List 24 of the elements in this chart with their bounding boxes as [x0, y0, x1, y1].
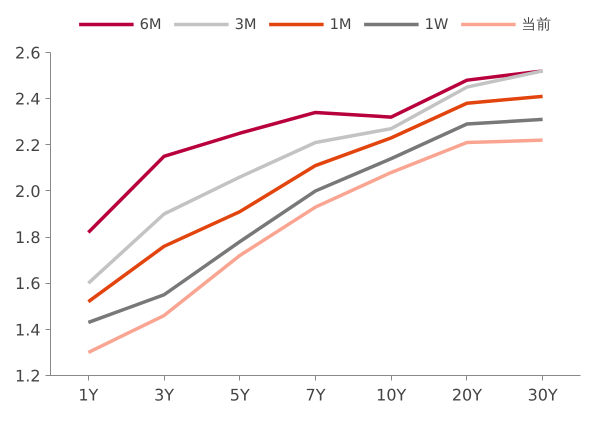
x-tick-label: 1Y: [78, 386, 99, 404]
y-tick-label: 1.2: [15, 366, 41, 386]
y-tick-label: 2.0: [15, 182, 41, 201]
x-tick-label: 30Y: [528, 386, 558, 404]
x-tick-label: 3Y: [154, 386, 174, 404]
y-tick-label: 2.4: [15, 90, 41, 109]
legend-label: 6M: [140, 16, 162, 32]
legend-label: 当前: [521, 14, 552, 34]
legend-label: 3M: [234, 16, 257, 32]
y-tick-label: 1.6: [15, 274, 41, 294]
y-tick-label: 1.8: [15, 228, 41, 248]
line-series: [86, 138, 544, 354]
x-tick-label: 10Y: [376, 386, 407, 404]
x-tick-label: 20Y: [452, 386, 482, 404]
x-tick-label: 7Y: [306, 386, 326, 404]
legend-label: 1W: [424, 16, 448, 32]
line-series: [86, 69, 544, 285]
line-series: [86, 94, 544, 304]
y-tick-label: 1.4: [15, 320, 41, 340]
y-tick-label: 2.2: [15, 136, 41, 155]
legend-label: 1M: [330, 16, 352, 32]
line-series: [86, 118, 544, 324]
x-tick-label: 5Y: [230, 386, 250, 404]
y-tick-label: 2.6: [15, 43, 41, 62]
